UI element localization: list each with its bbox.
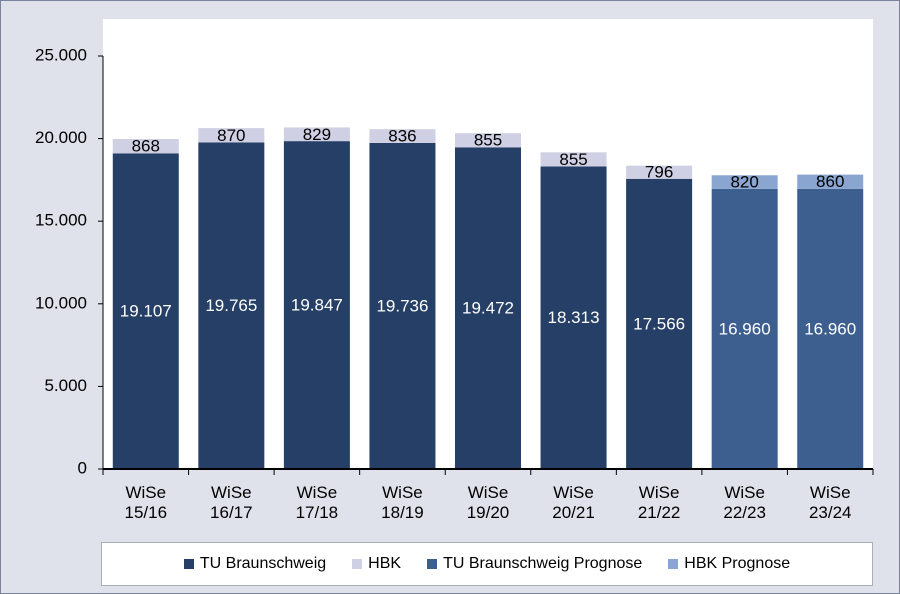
y-tick-label: 10.000 <box>35 293 87 312</box>
x-tick-label: WiSe 15/16 <box>124 483 168 522</box>
data-label: 16.960 <box>804 319 856 338</box>
bar-segment <box>198 142 265 470</box>
data-label: 16.960 <box>719 319 771 338</box>
data-label: 18.313 <box>548 308 600 327</box>
data-label: 868 <box>132 137 160 156</box>
data-label: 19.847 <box>291 296 343 315</box>
bar-segment <box>369 129 436 143</box>
data-label: 829 <box>303 125 331 144</box>
legend-swatch <box>427 559 438 569</box>
data-label: 19.472 <box>462 299 514 318</box>
bar-segment <box>112 153 179 469</box>
y-tick-label: 0 <box>78 458 87 477</box>
data-label: 19.765 <box>205 296 257 315</box>
bar-segment <box>626 165 693 179</box>
legend-label: HBK <box>368 555 402 572</box>
y-tick-label: 20.000 <box>35 128 87 147</box>
bar-segment <box>369 142 436 469</box>
legend-label: TU Braunschweig Prognose <box>443 555 643 572</box>
bar-segment <box>711 188 778 469</box>
x-tick-label: WiSe 22/23 <box>723 483 766 522</box>
bar-segment <box>283 127 350 142</box>
data-label: 855 <box>474 131 502 150</box>
data-label: 19.736 <box>376 296 428 315</box>
bar-segment <box>455 147 521 469</box>
data-label: 855 <box>559 150 587 169</box>
x-tick-label: WiSe 19/20 <box>466 483 510 522</box>
bar-segment <box>797 188 864 469</box>
y-tick-label: 15.000 <box>35 211 87 230</box>
legend-item: HBK <box>352 555 401 573</box>
data-label: 836 <box>388 127 416 146</box>
data-label: 796 <box>645 163 673 182</box>
data-label: 860 <box>816 172 844 191</box>
bar-segment <box>540 152 607 167</box>
x-tick-label: WiSe 17/18 <box>295 483 339 522</box>
legend-item: TU Braunschweig <box>183 555 327 573</box>
legend-label: TU Braunschweig <box>199 555 327 572</box>
bar-segment <box>283 141 350 469</box>
bar-segment <box>626 178 693 469</box>
x-tick-label: WiSe 20/21 <box>552 483 595 522</box>
x-tick-label: WiSe 18/19 <box>381 483 424 522</box>
bar-segment <box>711 175 778 189</box>
bar-segment <box>540 166 607 469</box>
data-label: 870 <box>217 126 245 145</box>
legend-swatch <box>183 559 194 569</box>
x-tick-label: WiSe 21/22 <box>637 483 681 522</box>
legend: TU Braunschweig HBK TU Braunschweig Progno… <box>101 542 873 586</box>
legend-swatch <box>668 559 679 569</box>
legend-item: HBK Prognose <box>668 555 790 573</box>
y-tick-label: 25.000 <box>35 45 87 64</box>
x-tick-label: WiSe 16/17 <box>210 483 253 522</box>
x-tick-label: WiSe 23/24 <box>808 483 852 522</box>
data-label: 17.566 <box>633 314 685 333</box>
legend-swatch <box>352 559 363 569</box>
data-label: 820 <box>730 173 758 192</box>
data-label: 19.107 <box>120 302 172 321</box>
bar-segment <box>112 139 179 154</box>
legend-label: HBK Prognose <box>684 555 791 572</box>
bar-segment <box>455 133 521 148</box>
legend-item: TU Braunschweig Prognose <box>427 555 642 573</box>
bar-segment <box>797 174 864 189</box>
y-tick-label: 5.000 <box>44 376 87 395</box>
bar-segment <box>198 128 265 143</box>
